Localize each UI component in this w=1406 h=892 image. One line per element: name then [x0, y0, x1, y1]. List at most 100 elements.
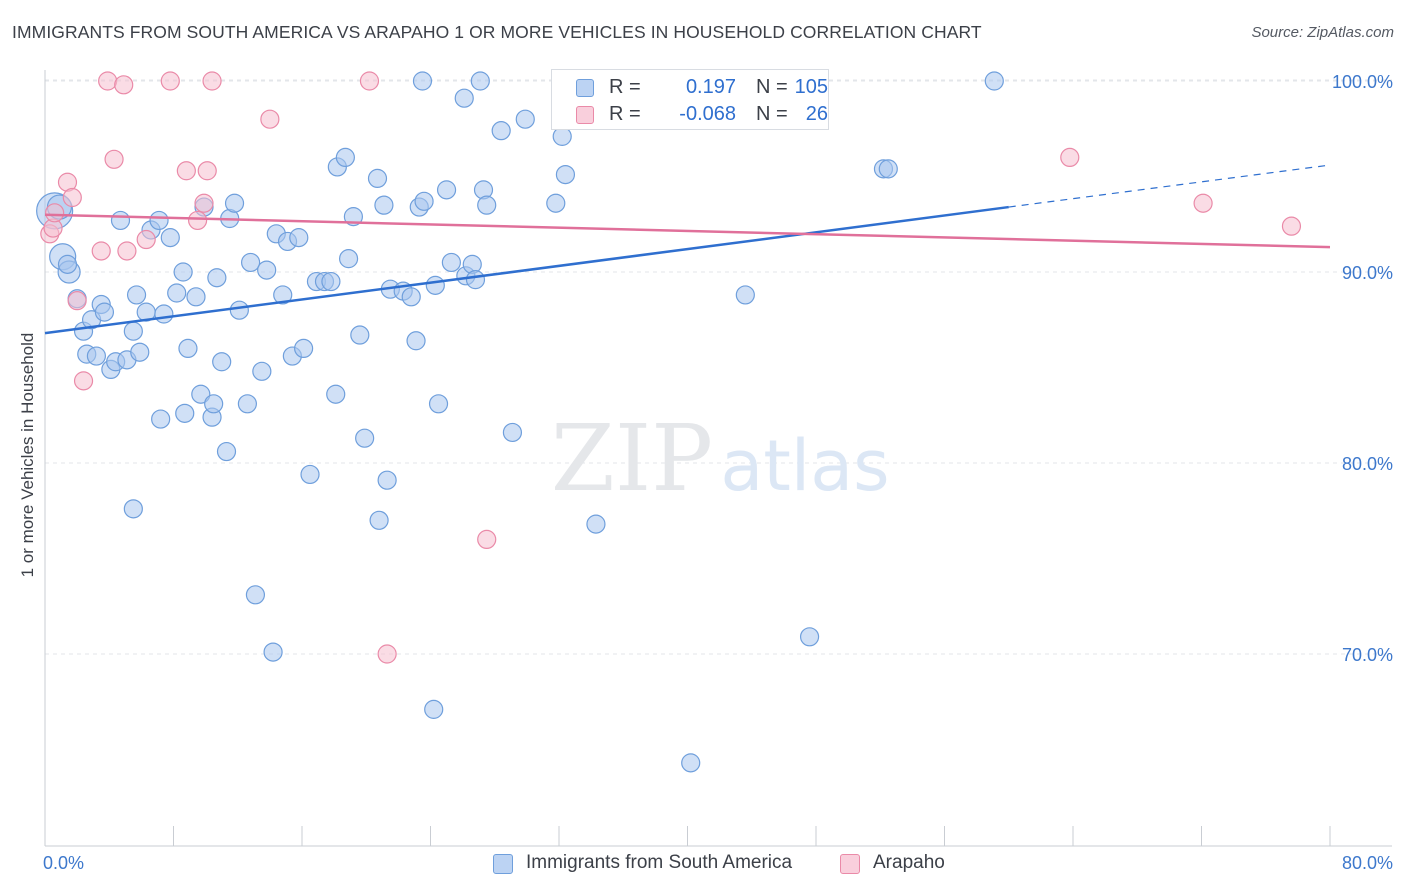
data-point — [212, 352, 232, 372]
data-point — [477, 195, 497, 215]
data-point — [441, 252, 461, 273]
data-point — [491, 121, 511, 141]
legend-swatch-pink — [840, 854, 860, 874]
data-point — [260, 109, 280, 129]
legend-swatch-blue — [576, 79, 594, 97]
legend-label: Arapaho — [873, 852, 945, 873]
data-point — [377, 644, 397, 664]
correlation-legend: R = 0.197 N = 105 R = -0.068 N = 26 — [551, 69, 829, 130]
data-point — [130, 342, 150, 362]
data-point — [123, 321, 143, 341]
data-point — [117, 241, 137, 261]
data-point — [245, 585, 266, 605]
data-point — [216, 441, 237, 462]
data-point — [436, 180, 457, 200]
data-point — [321, 271, 341, 292]
trend-line-immigrants-extension — [1008, 164, 1331, 208]
data-point — [355, 428, 375, 448]
data-point — [110, 210, 131, 231]
data-point — [343, 207, 363, 227]
data-point — [175, 403, 195, 423]
data-point — [1281, 216, 1302, 236]
data-point — [300, 464, 320, 485]
data-point — [197, 161, 217, 181]
legend-r-value: -0.068 — [679, 103, 736, 125]
legend-label: Immigrants from South America — [526, 852, 793, 873]
data-point — [335, 147, 355, 167]
data-point — [160, 228, 180, 248]
data-point — [273, 285, 293, 305]
data-point — [555, 164, 576, 185]
data-point — [374, 195, 394, 215]
x-tick-label: 0.0% — [43, 853, 84, 873]
data-point — [154, 304, 174, 324]
series-arapaho-points — [40, 71, 1302, 664]
data-point — [552, 126, 572, 146]
data-point — [229, 300, 249, 320]
watermark: ZIP atlas — [551, 405, 890, 512]
data-point — [425, 275, 445, 295]
gridlines — [45, 79, 1392, 655]
data-point — [1060, 147, 1080, 167]
data-point — [62, 187, 82, 208]
data-point — [401, 287, 421, 307]
legend-r-label: R = — [609, 103, 641, 125]
data-point — [237, 394, 257, 414]
data-point — [359, 71, 380, 91]
data-point — [377, 470, 397, 490]
axes — [44, 70, 1392, 847]
data-point — [194, 193, 214, 213]
legend-r-value: 0.197 — [685, 76, 736, 98]
legend-swatch-pink — [576, 106, 594, 124]
x-tick-label: 80.0% — [1342, 853, 1393, 873]
data-point — [257, 260, 277, 280]
data-point — [104, 149, 124, 169]
data-point — [204, 394, 224, 414]
tick-labels: 70.0% 80.0% 90.0% 100.0% 0.0% 80.0% — [43, 72, 1393, 873]
data-point — [45, 203, 65, 223]
data-point — [350, 325, 370, 345]
legend-n-value: 26 — [805, 103, 828, 125]
data-point — [73, 371, 94, 391]
data-point — [406, 331, 426, 351]
data-point — [799, 627, 820, 647]
data-point — [167, 283, 187, 303]
data-point — [735, 285, 755, 305]
data-point — [984, 71, 1004, 91]
data-point — [207, 268, 227, 288]
data-point — [294, 338, 314, 358]
watermark-zip: ZIP — [551, 405, 713, 512]
data-point — [94, 302, 115, 322]
data-point — [515, 109, 535, 129]
trend-line-arapaho — [44, 213, 1331, 249]
data-point — [57, 254, 78, 274]
data-point — [1193, 193, 1213, 213]
data-point — [367, 168, 388, 189]
source-label: Source: ZipAtlas.com — [1251, 24, 1394, 41]
data-point — [263, 642, 283, 662]
data-point — [477, 529, 497, 550]
data-point — [412, 71, 433, 91]
data-point — [878, 159, 898, 179]
legend-swatch-blue — [493, 854, 513, 874]
data-point — [241, 252, 261, 273]
y-tick-label: 70.0% — [1342, 645, 1393, 665]
legend-n-label: N = — [756, 76, 788, 98]
data-point — [123, 499, 143, 519]
data-point — [369, 510, 389, 530]
trend-lines — [44, 164, 1331, 335]
data-point — [338, 249, 359, 269]
data-point — [454, 88, 474, 108]
data-point — [224, 193, 245, 213]
data-point — [67, 291, 87, 311]
data-point — [202, 71, 222, 91]
trend-line-immigrants — [44, 205, 1009, 335]
data-point — [546, 193, 566, 213]
data-point — [86, 346, 107, 366]
data-point — [465, 270, 486, 290]
data-point — [289, 228, 309, 248]
data-point — [136, 229, 156, 250]
data-point — [173, 262, 193, 282]
y-tick-label: 100.0% — [1332, 72, 1393, 92]
